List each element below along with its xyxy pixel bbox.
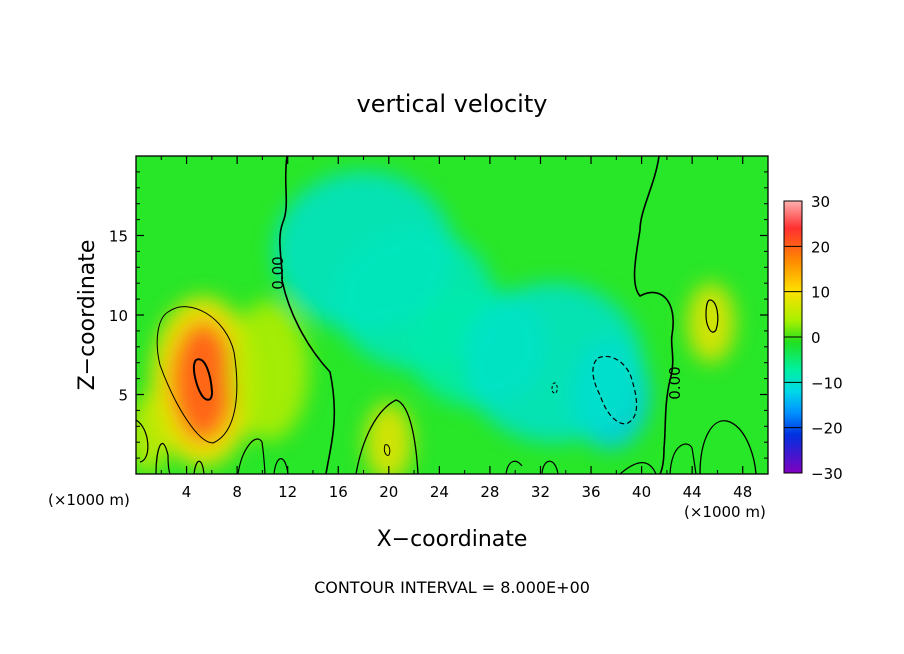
- x-tick-label: 24: [430, 483, 449, 501]
- x-tick-label: 8: [232, 483, 242, 501]
- x-axis-label: X−coordinate: [377, 527, 528, 552]
- contour-negative-small: [551, 382, 558, 394]
- x-tick-label: 20: [379, 483, 398, 501]
- contour-bumps-low-left: [136, 419, 289, 474]
- field-feature: [687, 282, 736, 363]
- colorbar-tick-label: −20: [811, 420, 843, 438]
- colorbar-tick-label: −10: [811, 374, 843, 392]
- x-axis: 4 8 12 16 20 24 28 32 36 40 44 48: [160, 156, 752, 501]
- field-feature: [228, 300, 309, 441]
- chart-title: vertical velocity: [357, 90, 548, 118]
- zero-contour-right: [633, 156, 674, 474]
- contour-bump-20: [355, 399, 419, 474]
- field-feature: [172, 321, 233, 442]
- contour-small-right: [705, 299, 719, 333]
- x-tick-label: 44: [683, 483, 702, 501]
- x-tick-label: 32: [531, 483, 550, 501]
- colorbar: 30 20 10 0 −10 −20 −30: [783, 193, 843, 483]
- contour-bump-20-inner: [383, 444, 391, 456]
- x-tick-label: 12: [278, 483, 297, 501]
- x-tick-label: 36: [581, 483, 600, 501]
- colorbar-tick-label: −30: [811, 465, 843, 483]
- contour-label-right: 0.00: [666, 366, 684, 399]
- contour-lines: [136, 156, 757, 474]
- x-unit-right: (×1000 m): [684, 503, 766, 521]
- contour-maximum: [192, 358, 214, 401]
- colorbar-tick-label: 20: [811, 238, 830, 256]
- x-unit-left: (×1000 m): [48, 491, 130, 509]
- y-axis-label: Z−coordinate: [75, 240, 100, 391]
- contour-label-left: 0.00: [269, 256, 287, 289]
- field-feature: [463, 282, 644, 443]
- colorbar-tick-label: 0: [811, 329, 821, 347]
- x-tick-label: 40: [632, 483, 651, 501]
- y-tick-label: 10: [109, 307, 128, 325]
- x-tick-label: 4: [182, 483, 192, 501]
- x-tick-label: 48: [733, 483, 752, 501]
- x-tick-label: 28: [480, 483, 499, 501]
- contour-positive-left: [156, 306, 238, 444]
- y-tick-label: 5: [118, 387, 128, 405]
- field-feature: [136, 394, 169, 474]
- colorbar-tick-label: 10: [811, 284, 830, 302]
- contour-bumps-low-right: [505, 443, 697, 474]
- contour-bump-46: [699, 420, 757, 474]
- y-tick-label: 15: [109, 228, 128, 246]
- colorbar-tick-label: 30: [811, 193, 830, 211]
- x-tick-label: 16: [329, 483, 348, 501]
- field-feature: [364, 402, 413, 474]
- y-axis: 5 10 15: [109, 171, 768, 459]
- contour-interval-note: CONTOUR INTERVAL = 8.000E+00: [314, 578, 590, 597]
- zero-contour-left: [279, 156, 336, 474]
